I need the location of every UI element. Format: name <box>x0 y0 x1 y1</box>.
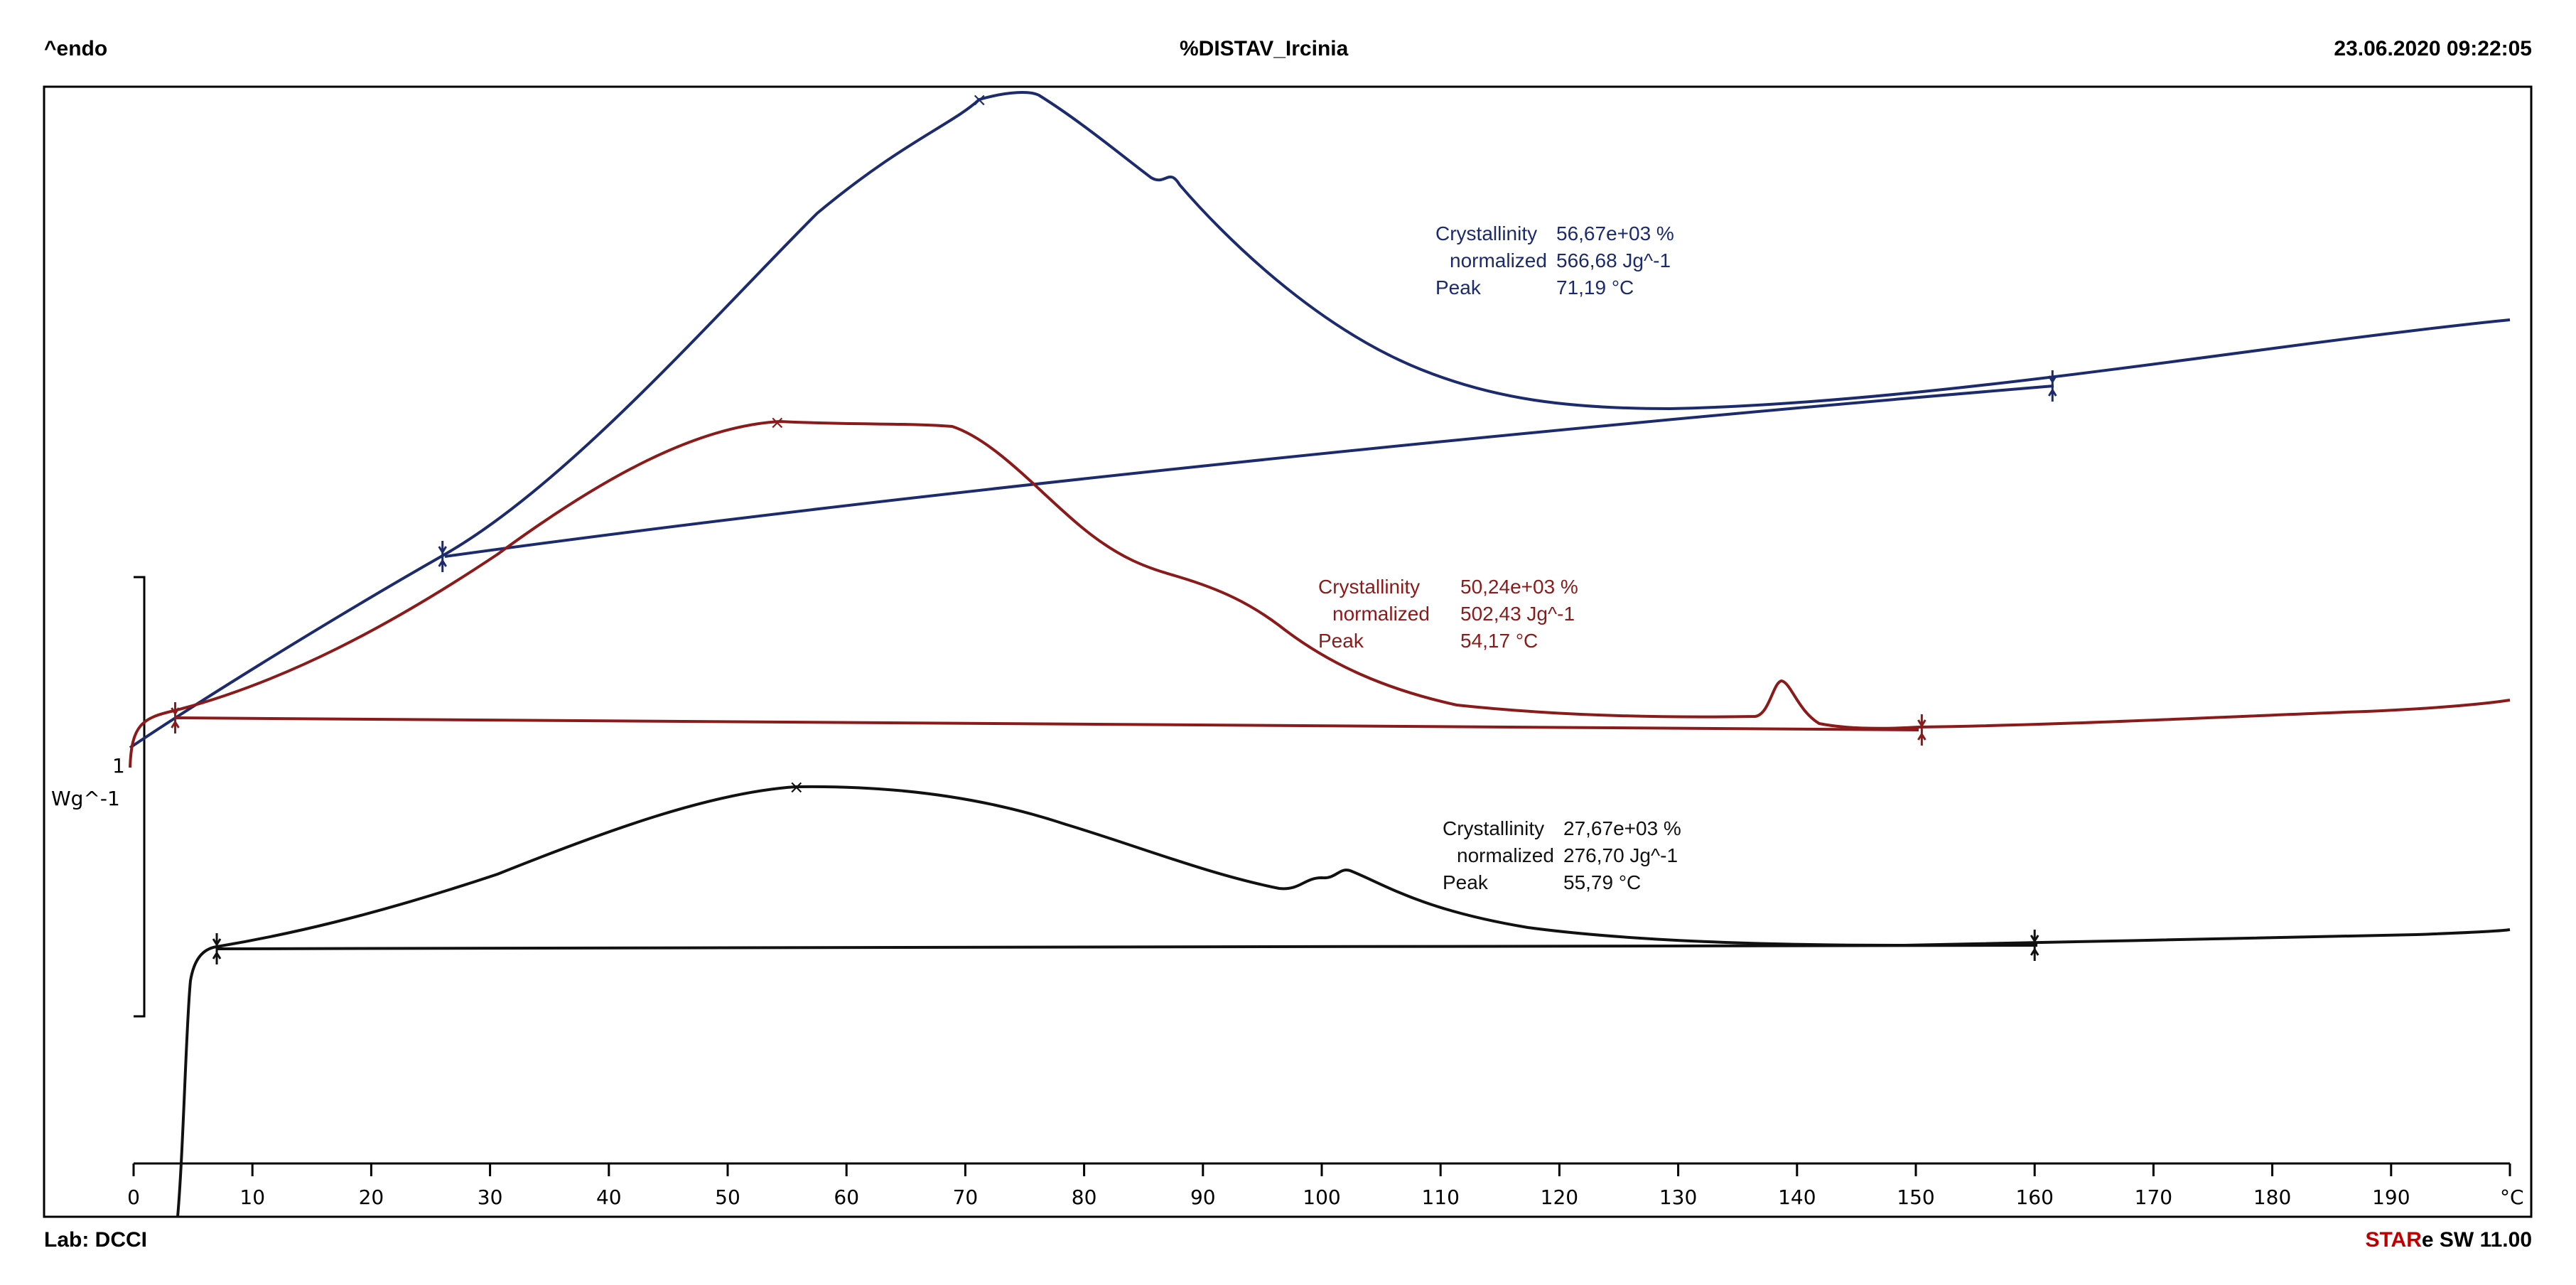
series-blue-limit-marker-1 <box>2048 370 2057 402</box>
x-tick-label-40: 40 <box>596 1185 622 1209</box>
x-tick-label-190: 190 <box>2372 1185 2410 1209</box>
series-red-limit-marker-1 <box>1917 714 1926 746</box>
baseline-limit-markers <box>171 370 2057 964</box>
x-tick-label-90: 90 <box>1190 1185 1216 1209</box>
series-red-annotation: Crystallinity 50,24e+03 % normalized 502… <box>1318 576 1578 652</box>
series-black-peak-marker: × <box>789 777 804 798</box>
series-blue-peak-marker: × <box>971 90 987 111</box>
x-tick-label-10: 10 <box>239 1185 265 1209</box>
x-tick-label-30: 30 <box>478 1185 503 1209</box>
series-black-limit-marker-1 <box>2030 930 2039 961</box>
x-tick-label-150: 150 <box>1897 1185 1934 1209</box>
x-tick-label-180: 180 <box>2253 1185 2291 1209</box>
series-black-curve <box>176 785 2511 1217</box>
x-tick-label-130: 130 <box>1659 1185 1697 1209</box>
footer-lab: Lab: DCCI <box>44 1228 147 1252</box>
y-scale-bar <box>134 576 146 1018</box>
red-peak-value: 54,17 °C <box>1460 630 1538 652</box>
x-axis-ticks: 0 10 20 30 40 50 60 70 80 90 100 110 120 130 140 150 160… <box>127 1163 2410 1209</box>
black-peak-label: Peak <box>1443 871 1489 893</box>
series-blue-annotation: Crystallinity 56,67e+03 % normalized 566… <box>1435 222 1674 299</box>
x-tick-label-120: 120 <box>1541 1185 1578 1209</box>
series-black-annotation: Crystallinity 27,67e+03 % normalized 276… <box>1443 817 1681 893</box>
y-axis-label: Wg^-1 <box>51 787 120 810</box>
blue-crystallinity-label: Crystallinity <box>1435 222 1537 244</box>
plot-frame <box>43 85 2533 1218</box>
blue-peak-value: 71,19 °C <box>1556 276 1634 299</box>
blue-normalized-value: 566,68 Jg^-1 <box>1556 249 1671 271</box>
series-blue-curve <box>129 91 2511 749</box>
series-black-limit-marker-0 <box>212 933 222 964</box>
footer-software: STARe SW 11.00 <box>2365 1228 2532 1252</box>
series-blue-baseline <box>444 385 2054 558</box>
x-tick-label-140: 140 <box>1778 1185 1816 1209</box>
black-normalized-label: normalized <box>1457 844 1554 866</box>
series-red-peak-marker: × <box>770 412 785 434</box>
red-normalized-label: normalized <box>1332 603 1430 625</box>
red-peak-label: Peak <box>1318 630 1364 652</box>
x-tick-label-60: 60 <box>834 1185 859 1209</box>
series-red-limit-marker-0 <box>171 702 180 733</box>
series-black-baseline <box>216 944 2038 950</box>
x-tick-label-110: 110 <box>1421 1185 1459 1209</box>
x-axis-unit-label: °C <box>2500 1185 2524 1209</box>
x-tick-label-80: 80 <box>1072 1185 1097 1209</box>
x-tick-label-50: 50 <box>715 1185 740 1209</box>
red-normalized-value: 502,43 Jg^-1 <box>1460 603 1575 625</box>
footer-star-label: STAR <box>2365 1228 2422 1252</box>
blue-peak-label: Peak <box>1435 276 1482 299</box>
x-tick-label-100: 100 <box>1303 1185 1340 1209</box>
x-tick-label-170: 170 <box>2135 1185 2172 1209</box>
x-tick-label-70: 70 <box>953 1185 979 1209</box>
series-blue-limit-marker-0 <box>438 541 447 572</box>
black-peak-value: 55,79 °C <box>1563 871 1641 893</box>
series-red-baseline <box>173 716 1919 731</box>
header-title: %DISTAV_Ircinia <box>1180 37 1349 60</box>
black-normalized-value: 276,70 Jg^-1 <box>1563 844 1678 866</box>
blue-normalized-label: normalized <box>1450 249 1547 271</box>
header-endo-label: ^endo <box>44 37 108 60</box>
black-crystallinity-value: 27,67e+03 % <box>1563 817 1681 839</box>
red-crystallinity-label: Crystallinity <box>1318 576 1420 598</box>
y-scale-value: 1 <box>112 754 125 778</box>
x-tick-label-0: 0 <box>127 1185 140 1209</box>
black-crystallinity-label: Crystallinity <box>1443 817 1544 839</box>
series-red-curve <box>129 419 2511 768</box>
footer-version: SW 11.00 <box>2439 1228 2532 1252</box>
x-tick-label-160: 160 <box>2015 1185 2053 1209</box>
red-crystallinity-value: 50,24e+03 % <box>1460 576 1578 598</box>
blue-crystallinity-value: 56,67e+03 % <box>1556 222 1674 244</box>
x-tick-label-20: 20 <box>359 1185 384 1209</box>
header-timestamp: 23.06.2020 09:22:05 <box>2334 37 2532 60</box>
